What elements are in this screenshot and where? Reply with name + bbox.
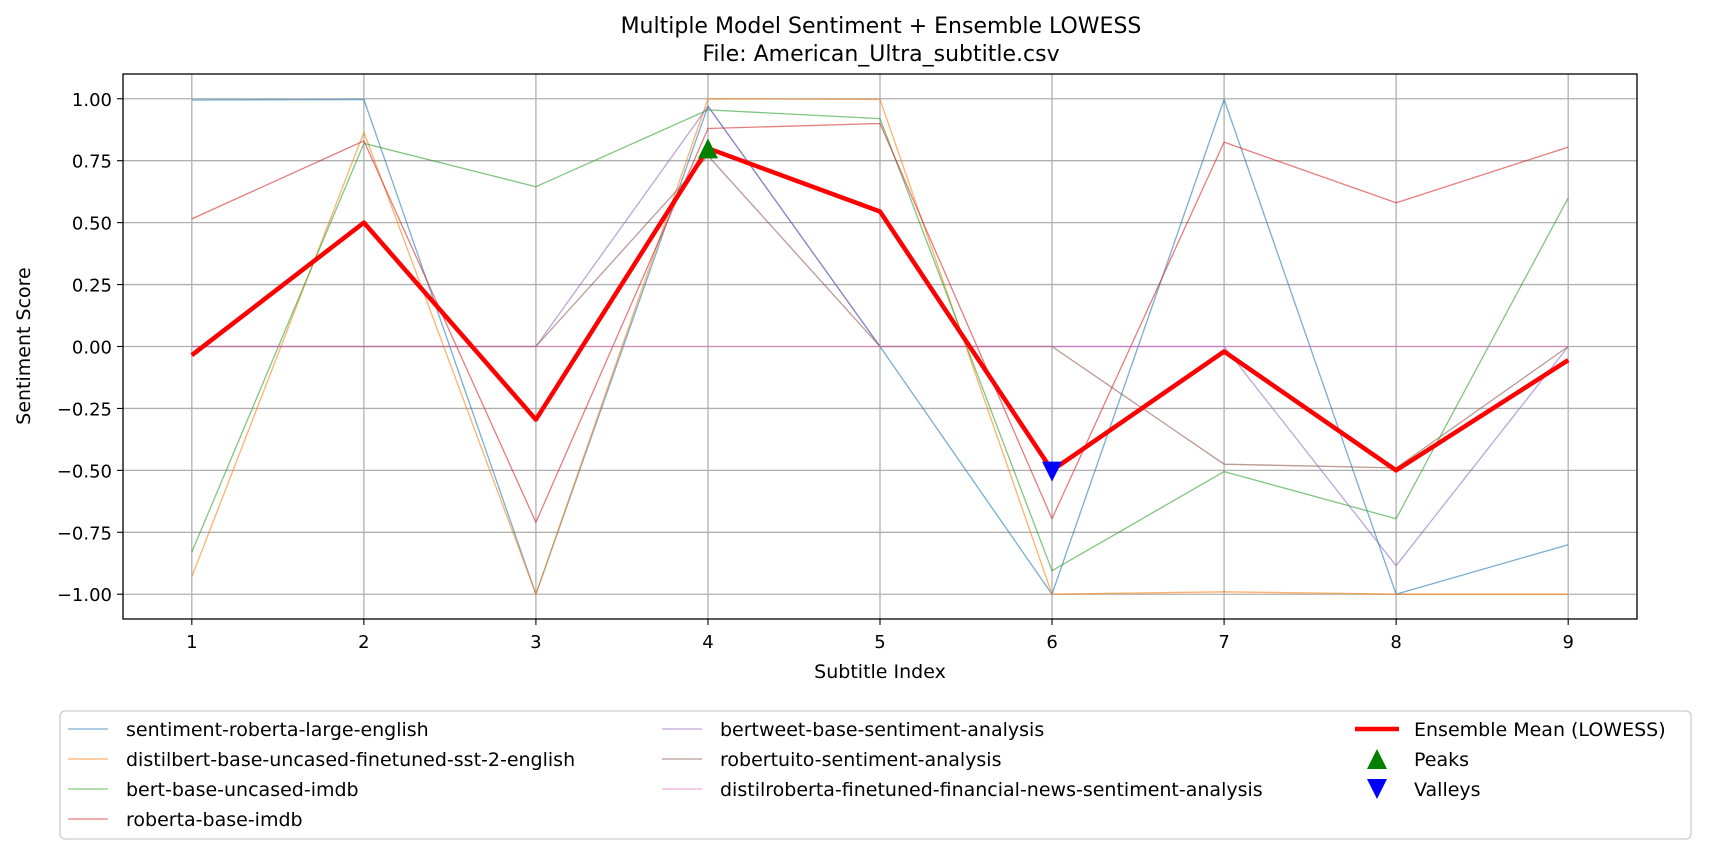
x-tick-label: 2 <box>358 632 369 653</box>
peak-marker <box>697 138 718 159</box>
x-tick-label: 9 <box>1562 632 1573 653</box>
ensemble-line <box>190 146 1570 473</box>
y-tick-label: −0.75 <box>57 523 112 544</box>
legend-label: Ensemble Mean (LOWESS) <box>1414 719 1666 741</box>
y-axis-ticks: 1.00 0.75 0.50 0.25 0.00 −0.25 −0.50 −0.75 −1.00 <box>57 90 123 606</box>
valley-marker <box>1042 461 1063 482</box>
x-axis-ticks: 1 2 3 4 5 6 7 8 9 <box>186 619 1574 653</box>
legend-label: Valleys <box>1414 779 1481 801</box>
y-tick-label: 0.00 <box>72 338 112 359</box>
y-tick-label: 1.00 <box>72 90 112 111</box>
y-tick-label: 0.25 <box>72 276 112 297</box>
legend-frame <box>59 710 1692 840</box>
legend-label: roberta-base-imdb <box>126 809 303 831</box>
x-tick-label: 3 <box>530 632 541 653</box>
y-tick-label: 0.50 <box>72 214 112 235</box>
y-tick-label: −0.50 <box>57 461 112 482</box>
chart-title: Multiple Model Sentiment + Ensemble LOWE… <box>621 14 1142 39</box>
legend-label: sentiment-roberta-large-english <box>126 719 429 741</box>
legend-swatch <box>1367 749 1387 769</box>
chart-subtitle: File: American_Ultra_subtitle.csv <box>702 42 1059 67</box>
legend-entries: sentiment-roberta-large-english distilber… <box>68 719 1666 831</box>
x-tick-label: 6 <box>1046 632 1057 653</box>
legend: sentiment-roberta-large-english distilber… <box>59 710 1692 840</box>
x-axis-label: Subtitle Index <box>814 661 946 683</box>
marker-layer <box>697 138 1063 482</box>
y-tick-label: 0.75 <box>72 152 112 173</box>
ensemble-layer <box>190 146 1570 473</box>
y-tick-label: −1.00 <box>57 585 112 606</box>
legend-label: robertuito-sentiment-analysis <box>720 749 1001 771</box>
x-tick-label: 5 <box>874 632 885 653</box>
y-tick-label: −0.25 <box>57 399 112 420</box>
x-tick-label: 4 <box>702 632 713 653</box>
legend-label: bert-base-uncased-imdb <box>126 779 359 801</box>
x-tick-label: 8 <box>1390 632 1401 653</box>
legend-label: Peaks <box>1414 749 1469 771</box>
legend-label: bertweet-base-sentiment-analysis <box>720 719 1044 741</box>
series-lines <box>191 98 1569 595</box>
series-line <box>191 122 1569 524</box>
legend-swatch <box>1367 779 1387 799</box>
x-tick-label: 1 <box>186 632 197 653</box>
series-line <box>191 109 1569 572</box>
legend-label: distilroberta-finetuned-financial-news-s… <box>720 779 1263 801</box>
y-axis-label: Sentiment Score <box>13 267 35 424</box>
legend-label: distilbert-base-uncased-finetuned-sst-2-… <box>126 749 575 771</box>
x-tick-label: 7 <box>1218 632 1229 653</box>
